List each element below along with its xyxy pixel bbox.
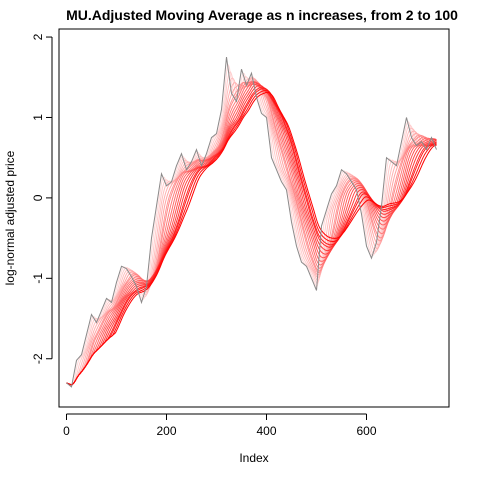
moving-average-line (66, 91, 437, 386)
chart-title: MU.Adjusted Moving Average as n increase… (66, 7, 458, 23)
x-tick-label: 600 (356, 424, 376, 438)
x-tick-label: 200 (156, 424, 176, 438)
y-tick-label: 0 (31, 194, 45, 201)
plot-frame (58, 28, 450, 408)
y-tick-label: 2 (31, 33, 45, 40)
y-tick-label: -2 (31, 353, 45, 364)
y-tick-label: -1 (31, 273, 45, 284)
moving-average-line (66, 78, 437, 386)
moving-average-line (66, 80, 437, 386)
x-axis: 0 200 400 600 (63, 413, 377, 438)
y-axis-label: log-normal adjusted price (3, 150, 17, 285)
moving-average-line (66, 81, 437, 386)
x-tick-label: 400 (256, 424, 276, 438)
y-axis: -2 -1 0 1 2 (31, 33, 53, 364)
moving-average-line (66, 64, 437, 387)
moving-average-line (66, 83, 437, 386)
y-tick-label: 1 (31, 114, 45, 121)
moving-average-line (66, 81, 437, 386)
moving-average-line (66, 84, 437, 386)
x-tick-label: 0 (63, 424, 70, 438)
moving-average-lines (66, 57, 437, 388)
x-axis-label: Index (239, 451, 268, 465)
raw-series-line (66, 57, 437, 388)
moving-average-line (66, 71, 437, 386)
moving-average-line (66, 81, 437, 386)
